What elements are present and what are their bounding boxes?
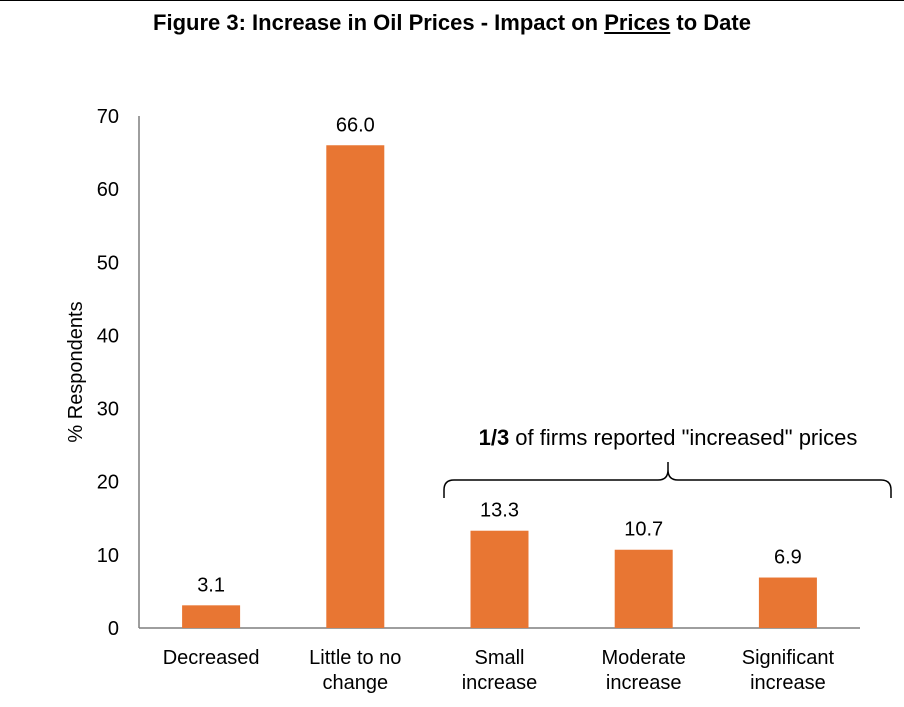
category-label-line: Decreased (163, 647, 260, 669)
bar (758, 577, 817, 628)
category-label-line: Small (474, 647, 524, 669)
y-tick-label: 50 (97, 252, 119, 274)
bar (470, 530, 529, 628)
category-label-line: increase (606, 672, 682, 694)
category-label: Little to no change (309, 647, 401, 694)
bar (182, 605, 241, 628)
category-label: Small increase (462, 647, 538, 694)
bar (326, 145, 385, 628)
y-tick-label: 30 (97, 399, 119, 421)
chart-title-prefix: Figure 3: Increase in Oil Prices - Impac… (153, 10, 605, 35)
bar-value-label: 13.3 (480, 500, 519, 522)
bar-value-label: 10.7 (624, 519, 663, 541)
category-label-line: Little to no (309, 647, 401, 669)
bar (614, 549, 673, 628)
category-label-line: change (322, 672, 388, 694)
annotation-text: 1/3 of firms reported "increased" prices (479, 425, 858, 450)
chart-title-suffix: to Date (670, 10, 751, 35)
y-tick-label: 10 (97, 545, 119, 567)
y-tick-label: 20 (97, 472, 119, 494)
y-tick-label: 60 (97, 179, 119, 201)
category-label: Significant increase (742, 647, 835, 694)
annotation-bold: 1/3 (479, 425, 510, 450)
chart-title: Figure 3: Increase in Oil Prices - Impac… (0, 10, 904, 36)
y-axis-title: % Respondents (65, 301, 87, 442)
y-tick-label: 40 (97, 325, 119, 347)
category-label: Moderate increase (601, 647, 686, 694)
category-label: Decreased (163, 647, 260, 669)
annotation-brace (443, 462, 892, 498)
category-label-line: Moderate (601, 647, 686, 669)
bar-value-label: 3.1 (197, 574, 225, 596)
category-label-line: increase (462, 672, 538, 694)
bar-value-label: 66.0 (336, 114, 375, 136)
category-label-line: Significant (742, 647, 835, 669)
chart-title-underlined: Prices (604, 10, 671, 35)
bar-value-label: 6.9 (774, 547, 802, 569)
annotation-rest: of firms reported "increased" prices (509, 425, 857, 450)
category-label-line: increase (750, 672, 826, 694)
y-tick-label: 0 (108, 618, 119, 640)
top-border-line (0, 0, 904, 1)
y-tick-label: 70 (97, 106, 119, 128)
